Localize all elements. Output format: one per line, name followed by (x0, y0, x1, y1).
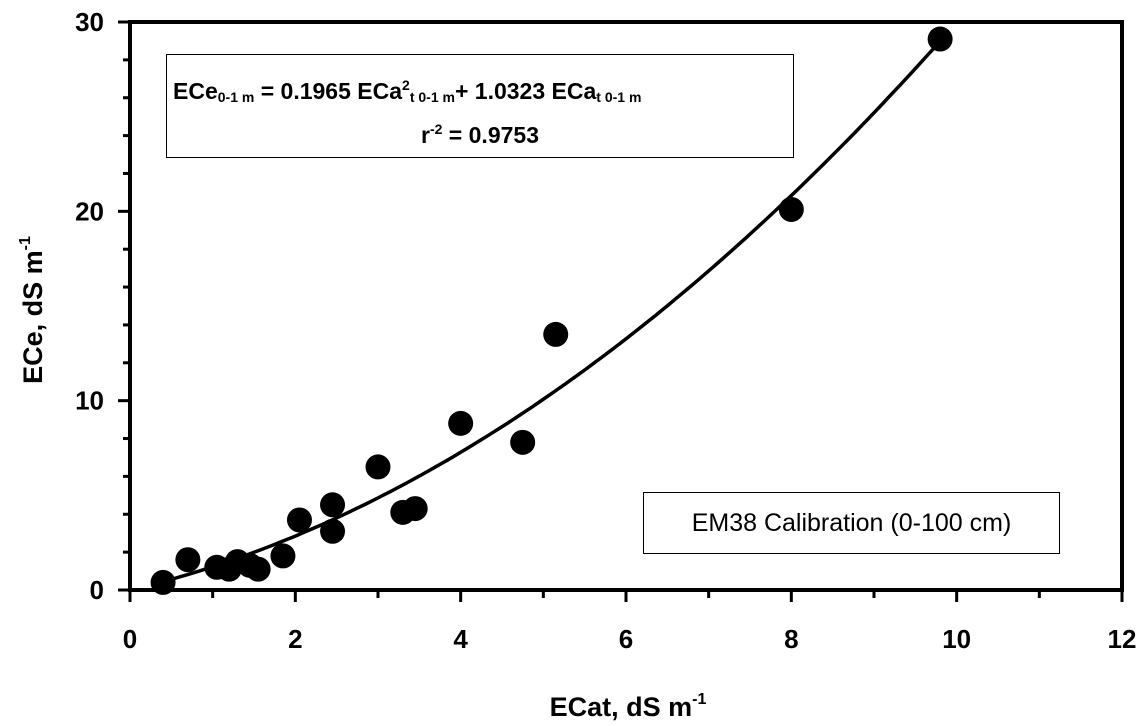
data-point (150, 569, 176, 595)
data-points (150, 26, 953, 595)
y-tick-label: 0 (90, 575, 104, 605)
x-tick-label: 4 (453, 624, 468, 654)
data-point (543, 321, 569, 347)
calibration-label-box: EM38 Calibration (0-100 cm) (643, 492, 1060, 554)
data-point (510, 429, 536, 455)
ticks (118, 20, 1124, 602)
data-point (245, 556, 271, 582)
data-point (402, 496, 428, 522)
y-tick-label: 20 (75, 196, 104, 226)
tick-labels: 0 2 4 6 8 10 12 0 10 20 30 (75, 7, 1136, 654)
regression-equation: ECe0-1 m = 0.1965 ECa2t 0-1 m+ 1.0323 EC… (173, 77, 642, 105)
x-tick-label: 8 (784, 624, 798, 654)
data-point (175, 547, 201, 573)
r-squared: r-2 = 0.9753 (421, 121, 539, 148)
fit-curve (162, 40, 942, 584)
data-point (448, 410, 474, 436)
x-tick-label: 0 (123, 624, 137, 654)
x-axis-title: ECat, dS m-1 (550, 691, 707, 722)
y-axis-title: ECe, dS m-1 (17, 236, 48, 384)
data-point (365, 454, 391, 480)
data-point (778, 196, 804, 222)
y-tick-label: 30 (75, 7, 104, 37)
regression-equation-box: ECe0-1 m = 0.1965 ECa2t 0-1 m+ 1.0323 EC… (166, 54, 794, 158)
data-point (286, 507, 312, 533)
y-tick-label: 10 (75, 386, 104, 416)
data-point (927, 26, 953, 52)
x-tick-label: 12 (1108, 624, 1137, 654)
data-point (320, 492, 346, 518)
x-tick-label: 10 (942, 624, 971, 654)
data-point (320, 518, 346, 544)
x-tick-label: 6 (619, 624, 633, 654)
calibration-label: EM38 Calibration (0-100 cm) (691, 508, 1012, 537)
data-point (270, 543, 296, 569)
x-tick-label: 2 (288, 624, 302, 654)
